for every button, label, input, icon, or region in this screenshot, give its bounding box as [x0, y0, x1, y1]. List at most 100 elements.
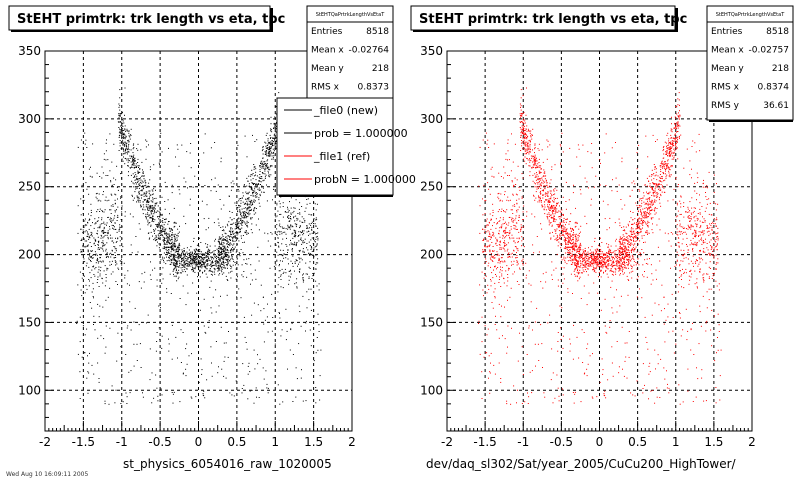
- scatter-point: [108, 256, 109, 258]
- scatter-point: [179, 401, 181, 403]
- scatter-point: [238, 288, 240, 290]
- scatter-point: [221, 266, 223, 268]
- scatter-point: [305, 322, 307, 324]
- scatter-point: [193, 254, 194, 256]
- scatter-point: [296, 287, 298, 289]
- scatter-point: [91, 291, 93, 293]
- scatter-point: [306, 307, 308, 309]
- scatter-point: [236, 243, 238, 245]
- scatter-point: [139, 184, 140, 186]
- scatter-point: [109, 133, 111, 135]
- scatter-point: [500, 193, 502, 195]
- scatter-point: [215, 265, 217, 267]
- scatter-point: [300, 257, 302, 259]
- scatter-point: [187, 253, 189, 255]
- scatter-point: [271, 146, 272, 148]
- scatter-point: [210, 280, 212, 282]
- scatter-point: [632, 212, 634, 213]
- scatter-point: [77, 284, 79, 286]
- scatter-point: [146, 200, 148, 202]
- scatter-point: [620, 260, 622, 262]
- scatter-point: [294, 230, 296, 232]
- scatter-point: [680, 195, 682, 197]
- scatter-point: [510, 287, 512, 289]
- scatter-point: [193, 270, 195, 272]
- scatter-point: [198, 262, 200, 264]
- scatter-point: [169, 255, 171, 257]
- scatter-point: [655, 168, 657, 170]
- scatter-point: [665, 177, 667, 179]
- scatter-point: [713, 243, 715, 245]
- scatter-point: [520, 135, 522, 137]
- scatter-point: [308, 234, 309, 236]
- scatter-point: [253, 210, 255, 212]
- scatter-point: [176, 273, 178, 275]
- scatter-point: [535, 183, 536, 185]
- scatter-point: [128, 165, 129, 167]
- scatter-point: [607, 246, 609, 248]
- scatter-point: [216, 248, 218, 250]
- scatter-point: [191, 263, 192, 265]
- scatter-point: [274, 148, 276, 150]
- scatter-point: [206, 260, 208, 261]
- scatter-point: [122, 401, 124, 403]
- scatter-point: [594, 257, 596, 259]
- scatter-point: [212, 260, 213, 262]
- scatter-point: [270, 137, 271, 139]
- scatter-point: [115, 179, 117, 181]
- scatter-point: [620, 245, 621, 247]
- scatter-point: [120, 197, 122, 199]
- scatter-point: [226, 259, 228, 261]
- scatter-point: [199, 269, 201, 271]
- scatter-point: [266, 387, 268, 389]
- scatter-point: [128, 141, 130, 143]
- scatter-point: [122, 133, 124, 135]
- scatter-point: [144, 199, 146, 201]
- scatter-point: [548, 212, 550, 214]
- scatter-point: [157, 225, 159, 227]
- scatter-point: [240, 212, 242, 214]
- scatter-point: [94, 245, 96, 246]
- scatter-point: [210, 256, 212, 258]
- scatter-point: [679, 270, 681, 272]
- scatter-point: [650, 201, 652, 203]
- scatter-point: [236, 227, 238, 229]
- scatter-point: [277, 237, 279, 239]
- scatter-point: [149, 237, 151, 239]
- x-tick-label: 0.5: [227, 435, 246, 449]
- scatter-point: [236, 223, 238, 225]
- scatter-point: [295, 396, 297, 398]
- scatter-point: [627, 294, 629, 296]
- scatter-point: [521, 130, 522, 132]
- scatter-point: [144, 185, 146, 187]
- scatter-point: [316, 337, 318, 338]
- scatter-point: [205, 273, 207, 275]
- scatter-point: [130, 244, 132, 246]
- scatter-point: [243, 221, 245, 223]
- scatter-point: [133, 156, 134, 158]
- scatter-point: [199, 256, 201, 258]
- scatter-point: [106, 200, 108, 202]
- scatter-point: [105, 257, 107, 258]
- scatter-point: [617, 268, 619, 269]
- scatter-point: [235, 205, 237, 207]
- scatter-point: [252, 182, 254, 184]
- scatter-point: [499, 200, 501, 202]
- scatter-point: [317, 232, 319, 234]
- scatter-point: [131, 166, 132, 168]
- scatter-point: [152, 219, 153, 221]
- scatter-point: [182, 373, 184, 375]
- scatter-point: [219, 252, 221, 254]
- scatter-point: [709, 223, 711, 225]
- scatter-point: [562, 282, 564, 284]
- scatter-point: [282, 249, 284, 251]
- scatter-point: [593, 269, 595, 271]
- scatter-point: [266, 163, 268, 165]
- scatter-point: [539, 201, 541, 203]
- scatter-point: [635, 228, 637, 230]
- scatter-point: [102, 243, 104, 245]
- scatter-point: [630, 264, 632, 266]
- scatter-point: [119, 105, 121, 107]
- scatter-point: [613, 271, 615, 273]
- scatter-point: [533, 155, 535, 157]
